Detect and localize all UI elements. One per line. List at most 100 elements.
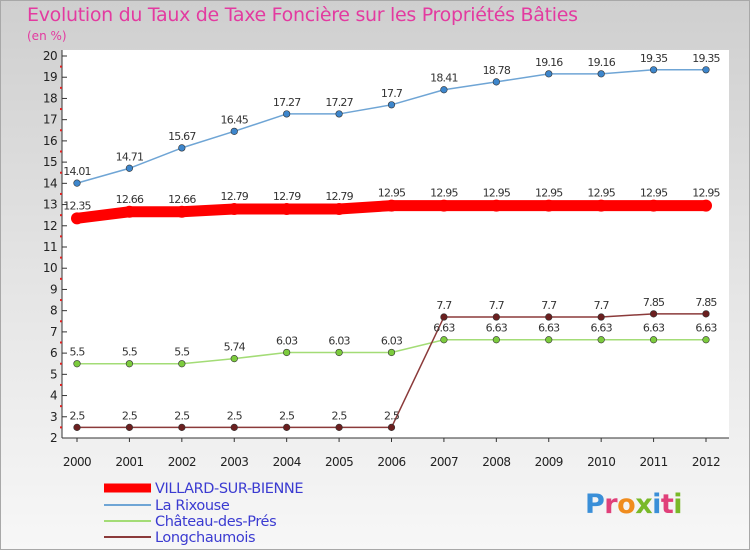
data-point [542, 199, 555, 212]
x-tick-label: 2012 [692, 455, 720, 469]
data-label: 17.27 [273, 96, 301, 109]
data-label: 7.85 [643, 296, 665, 309]
y-minor-tick [60, 256, 62, 259]
data-label: 5.5 [122, 346, 138, 359]
y-tick-label: 3 [50, 410, 57, 424]
data-label: 5.5 [174, 346, 190, 359]
data-label: 6.63 [591, 322, 613, 335]
data-point [125, 423, 134, 431]
data-label: 12.79 [221, 190, 249, 203]
y-tick-label: 5 [50, 367, 57, 381]
logo-letter: t [660, 489, 674, 520]
x-tick-label: 2000 [63, 455, 91, 469]
data-label: 12.35 [63, 199, 91, 212]
data-point [702, 66, 710, 74]
y-minor-tick [60, 235, 62, 238]
data-label: 12.95 [692, 187, 720, 200]
y-tick-label: 6 [50, 346, 57, 360]
data-point [230, 127, 238, 135]
data-point [283, 110, 291, 118]
x-tick-label: 2006 [377, 455, 405, 469]
data-point [335, 423, 343, 431]
y-minor-tick [60, 405, 62, 408]
y-minor-tick [60, 65, 62, 68]
data-point [387, 348, 396, 357]
data-point [178, 144, 186, 152]
data-point [649, 310, 658, 318]
data-label: 6.63 [643, 322, 665, 335]
logo-letter: o [617, 489, 636, 520]
data-label: 14.71 [116, 150, 144, 163]
data-label: 17.7 [381, 87, 403, 100]
data-label: 7.7 [436, 299, 452, 312]
y-minor-tick [60, 214, 62, 217]
data-label: 2.5 [332, 409, 348, 422]
y-minor-tick [60, 383, 62, 386]
legend-label: La Rixouse [155, 498, 230, 514]
data-point [387, 101, 396, 109]
data-point [175, 205, 188, 218]
legend-label: VILLARD-SUR-BIENNE [155, 481, 303, 497]
data-label: 12.79 [273, 190, 301, 203]
x-tick-label: 2004 [273, 455, 301, 469]
y-tick-label: 18 [43, 91, 57, 105]
data-label: 2.5 [69, 409, 85, 422]
data-label: 5.74 [224, 341, 246, 354]
data-label: 2.5 [174, 409, 190, 422]
y-tick-label: 20 [43, 49, 57, 63]
y-minor-tick [60, 277, 62, 280]
data-point [545, 336, 553, 344]
data-label: 6.63 [538, 322, 560, 335]
y-tick-label: 14 [43, 176, 57, 190]
data-label: 16.45 [221, 113, 249, 126]
unit-label: (en %) [27, 29, 67, 43]
y-minor-tick [60, 192, 62, 195]
data-label: 12.79 [325, 190, 353, 203]
y-minor-tick [60, 171, 62, 174]
data-point [283, 423, 291, 431]
data-label: 14.01 [63, 165, 91, 178]
data-label: 18.78 [483, 64, 511, 77]
data-label: 19.16 [535, 56, 563, 69]
y-minor-tick [60, 129, 62, 132]
x-tick-label: 2010 [587, 455, 615, 469]
data-label: 19.35 [692, 52, 720, 65]
data-point [492, 313, 500, 321]
data-point [73, 360, 81, 368]
data-label: 6.63 [695, 322, 717, 335]
data-point [595, 199, 608, 212]
y-tick-label: 13 [43, 198, 57, 212]
x-tick-label: 2009 [535, 455, 563, 469]
logo-letter: i [673, 489, 683, 520]
data-label: 17.27 [325, 96, 353, 109]
data-point [702, 310, 710, 318]
x-tick-label: 2001 [115, 455, 143, 469]
y-tick-label: 16 [43, 134, 57, 148]
data-point [333, 203, 346, 216]
data-point [649, 336, 658, 344]
data-label: 12.95 [640, 187, 668, 200]
data-point [492, 78, 500, 86]
data-label: 7.7 [489, 299, 505, 312]
data-label: 15.67 [168, 130, 196, 143]
y-minor-tick [60, 299, 62, 302]
y-minor-tick [60, 320, 62, 323]
legend-label: Château-des-Prés [155, 514, 276, 530]
data-label: 2.5 [384, 409, 400, 422]
proxiti-logo: Proxiti [585, 489, 683, 520]
y-minor-tick [60, 341, 62, 344]
data-label: 12.66 [168, 193, 196, 206]
y-minor-tick [60, 362, 62, 365]
data-label: 6.03 [381, 334, 403, 347]
data-point [597, 70, 605, 78]
y-minor-tick [60, 108, 62, 111]
data-label: 7.7 [594, 299, 610, 312]
x-tick-label: 2002 [168, 455, 196, 469]
x-tick-label: 2008 [482, 455, 510, 469]
data-point [125, 164, 134, 172]
y-minor-tick [60, 150, 62, 153]
legend-label: Longchaumois [155, 530, 255, 546]
y-tick-label: 2 [50, 431, 57, 445]
data-label: 5.5 [69, 346, 85, 359]
data-label: 19.16 [587, 56, 615, 69]
